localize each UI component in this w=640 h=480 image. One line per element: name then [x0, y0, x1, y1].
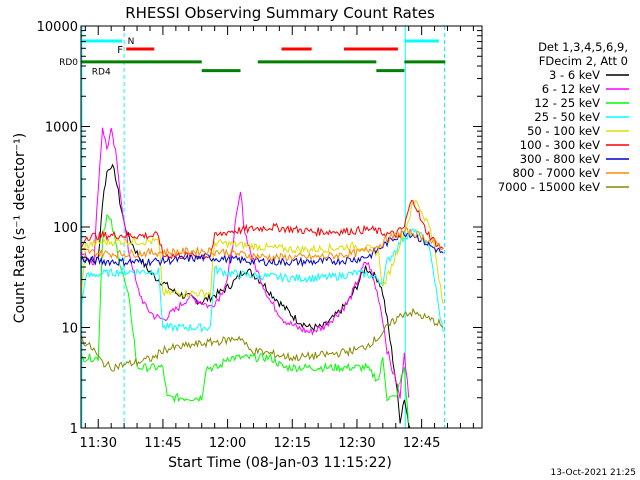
series-layer — [80, 127, 444, 429]
legend: Det 1,3,4,5,6,9,FDecim 2, Att 03 - 6 keV… — [498, 40, 629, 194]
x-tick-label: 12:00 — [209, 436, 246, 451]
legend-entry-label: 100 - 300 keV — [520, 138, 600, 152]
y-tick-label: 10 — [61, 322, 78, 337]
legend-header: Det 1,3,4,5,6,9, — [538, 40, 628, 54]
series-line — [80, 199, 444, 305]
legend-header: FDecim 2, Att 0 — [539, 54, 628, 68]
axis-layer: 1 10 100 1000 10000 11:30 11:45 12:00 12:15 12:30… — [37, 20, 483, 451]
series-line — [80, 228, 444, 334]
legend-entry-label: 300 - 800 keV — [520, 152, 600, 166]
series-line — [80, 200, 444, 261]
x-tick-label: 11:30 — [80, 436, 117, 451]
legend-entry-label: 800 - 7000 keV — [512, 166, 600, 180]
series-line — [81, 163, 413, 429]
x-tick-label: 12:15 — [274, 436, 311, 451]
legend-entry-label: 50 - 100 keV — [527, 124, 600, 138]
rd0-label: RD0 — [59, 58, 78, 68]
legend-entry-label: 25 - 50 keV — [534, 110, 600, 124]
y-axis-label: Count Rate (s⁻¹ detector⁻¹) — [12, 133, 28, 323]
date-stamp: 13-Oct-2021 21:25 — [551, 468, 636, 478]
legend-entry-label: 6 - 12 keV — [542, 82, 600, 96]
night-label: N — [128, 37, 135, 47]
x-tick-label: 12:30 — [338, 436, 375, 451]
series-line — [80, 213, 410, 429]
rd4-label: RD4 — [92, 68, 111, 78]
series-line — [80, 127, 410, 399]
series-line — [80, 230, 444, 268]
x-tick-label: 11:45 — [144, 436, 181, 451]
flare-label: F — [117, 45, 123, 56]
chart-title: RHESSI Observing Summary Count Rates — [125, 4, 435, 22]
y-tick-label: 1 — [70, 422, 78, 437]
legend-entry-label: 3 - 6 keV — [549, 68, 600, 82]
legend-entry-label: 12 - 25 keV — [534, 96, 600, 110]
legend-entry-label: 7000 - 15000 keV — [498, 180, 600, 194]
x-tick-label: 12:45 — [403, 436, 440, 451]
y-tick-label: 100 — [53, 221, 78, 236]
y-tick-label: 10000 — [37, 20, 78, 35]
y-tick-label: 1000 — [45, 121, 78, 136]
series-line — [80, 227, 444, 262]
x-axis-label: Start Time (08-Jan-03 11:15:22) — [168, 455, 392, 471]
series-line — [80, 307, 444, 372]
